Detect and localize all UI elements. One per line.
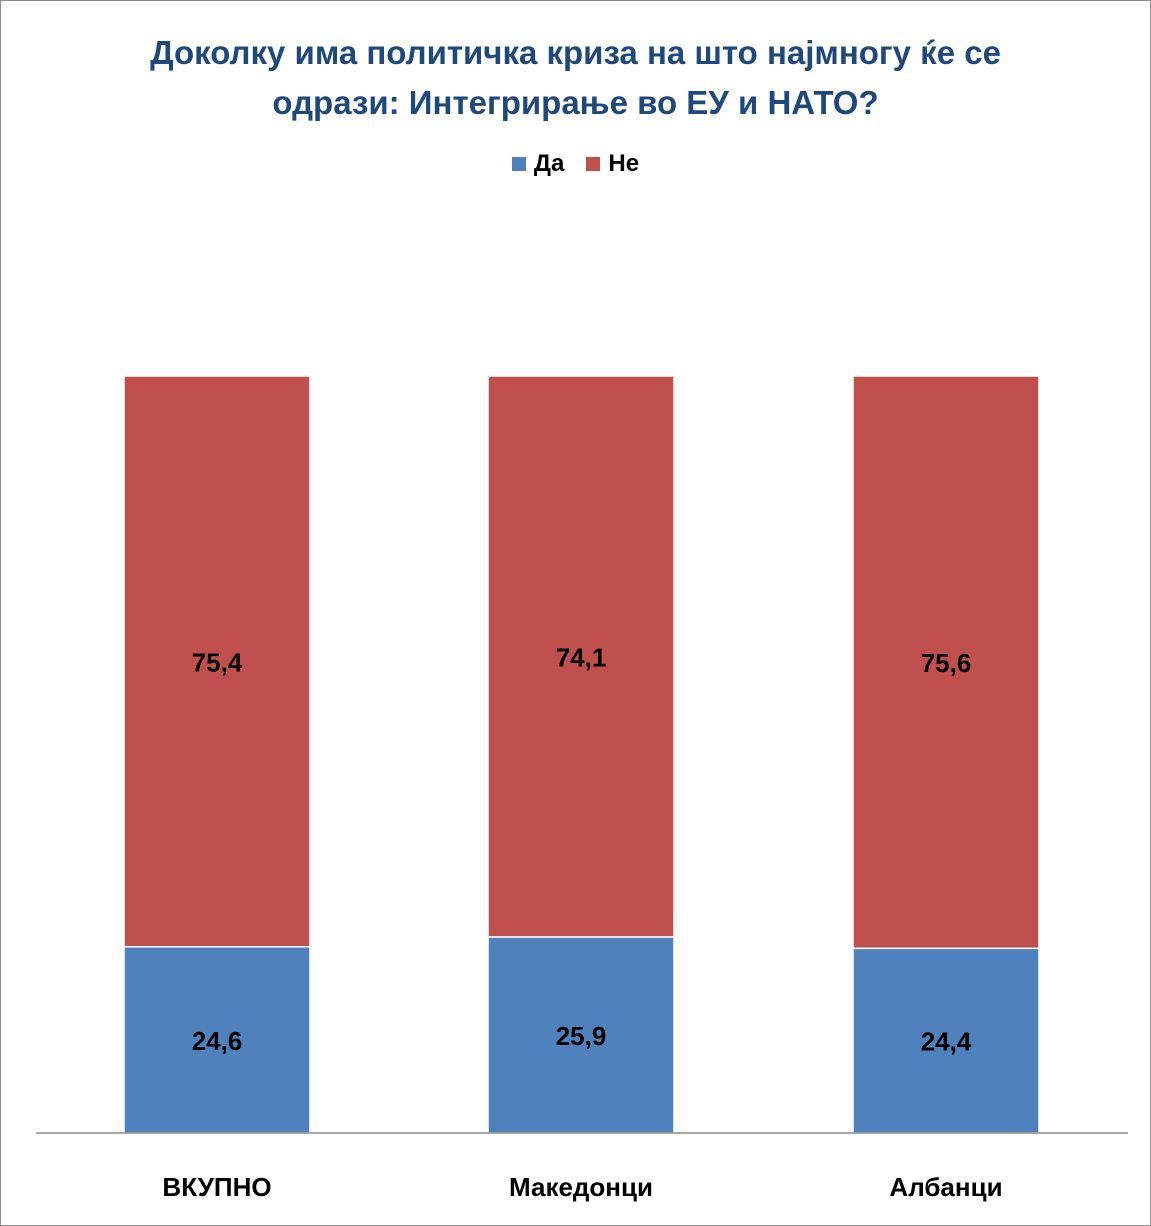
bar-ne-0 bbox=[123, 375, 311, 948]
category-label-2: Албанци bbox=[889, 1172, 1002, 1202]
data-label-ne-1: 74,1 bbox=[556, 642, 607, 672]
legend-swatch-ne bbox=[586, 157, 601, 171]
legend-swatch-da bbox=[511, 157, 526, 171]
legend-label-ne: Не bbox=[608, 150, 640, 177]
chart-title: Доколку има политичка криза на што најмн… bbox=[0, 28, 1151, 128]
data-label-ne-0: 75,4 bbox=[192, 647, 243, 677]
legend-item-ne: Не bbox=[586, 150, 639, 178]
category-label-0: ВКУПНО bbox=[162, 1172, 271, 1202]
data-label-da-1: 25,9 bbox=[556, 1021, 607, 1051]
data-label-ne-2: 75,6 bbox=[921, 648, 972, 678]
bar-da-0 bbox=[123, 946, 311, 1134]
category-label-1: Македонци bbox=[509, 1172, 653, 1202]
bar-da-1 bbox=[487, 936, 675, 1134]
legend-item-da: Да bbox=[511, 150, 565, 178]
bar-ne-1 bbox=[487, 375, 675, 938]
chart-title-line-1: Доколку има политичка криза на што најмн… bbox=[150, 34, 1001, 71]
chart-legend: Да Не bbox=[0, 150, 1151, 178]
data-label-da-2: 24,4 bbox=[921, 1027, 972, 1057]
bar-ne-2 bbox=[852, 375, 1040, 950]
data-label-da-0: 24,6 bbox=[192, 1026, 243, 1056]
chart-title-line-2: одрази: Интегрирање во ЕУ и НАТО? bbox=[272, 84, 879, 121]
legend-label-da: Да bbox=[533, 150, 565, 177]
bar-da-2 bbox=[852, 947, 1040, 1134]
